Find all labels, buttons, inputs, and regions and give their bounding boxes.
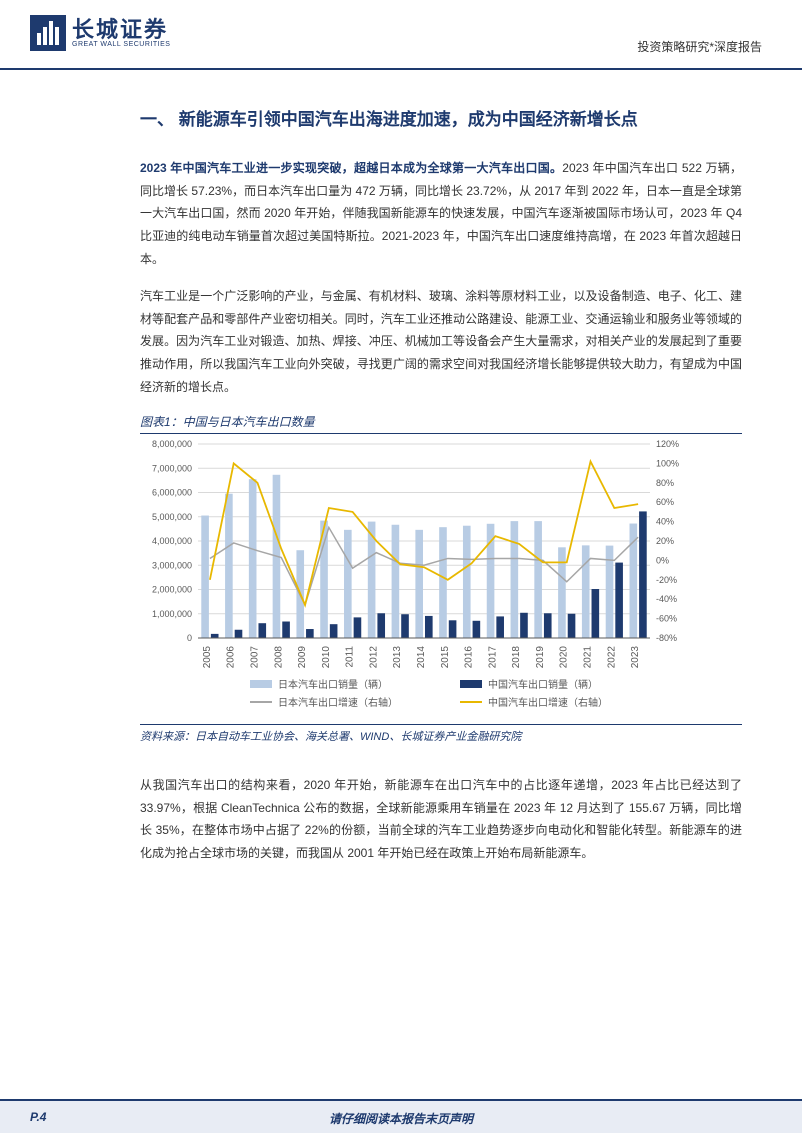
svg-text:2018: 2018 (511, 645, 522, 668)
page-header: 长城证券 GREAT WALL SECURITIES 投资策略研究*深度报告 (0, 0, 802, 70)
svg-text:2008: 2008 (273, 645, 284, 668)
svg-text:-20%: -20% (656, 575, 677, 585)
footer-disclaimer: 请仔细阅读本报告末页声明 (0, 1110, 802, 1127)
svg-text:3,000,000: 3,000,000 (152, 560, 192, 570)
svg-text:日本汽车出口增速（右轴）: 日本汽车出口增速（右轴） (278, 696, 398, 709)
svg-text:2023: 2023 (630, 645, 641, 668)
svg-text:1,000,000: 1,000,000 (152, 609, 192, 619)
svg-text:5,000,000: 5,000,000 (152, 512, 192, 522)
section-title: 一、 新能源车引领中国汽车出海进度加速，成为中国经济新增长点 (140, 100, 742, 141)
logo-text-cn: 长城证券 (72, 19, 170, 41)
svg-text:20%: 20% (656, 536, 674, 546)
svg-text:0: 0 (187, 633, 192, 643)
svg-text:2017: 2017 (487, 645, 498, 668)
svg-text:-60%: -60% (656, 613, 677, 623)
svg-text:-80%: -80% (656, 633, 677, 643)
svg-text:6,000,000: 6,000,000 (152, 487, 192, 497)
svg-text:4,000,000: 4,000,000 (152, 536, 192, 546)
svg-text:-40%: -40% (656, 594, 677, 604)
paragraph-3: 从我国汽车出口的结构来看，2020 年开始，新能源车在出口汽车中的占比逐年递增，… (140, 774, 742, 865)
svg-text:2021: 2021 (583, 645, 594, 668)
svg-text:0%: 0% (656, 555, 669, 565)
svg-text:2010: 2010 (321, 645, 332, 668)
svg-text:2012: 2012 (368, 645, 379, 668)
svg-text:2013: 2013 (392, 645, 403, 668)
svg-text:2006: 2006 (226, 645, 237, 668)
svg-text:40%: 40% (656, 516, 674, 526)
para1-body: 2023 年中国汽车出口 522 万辆，同比增长 57.23%，而日本汽车出口量… (140, 161, 742, 266)
paragraph-1: 2023 年中国汽车工业进一步实现突破，超越日本成为全球第一大汽车出口国。202… (140, 157, 742, 271)
svg-text:2016: 2016 (464, 645, 475, 668)
svg-text:2011: 2011 (345, 645, 356, 667)
page-footer: P.4 请仔细阅读本报告末页声明 (0, 1099, 802, 1133)
svg-text:2015: 2015 (440, 645, 451, 668)
svg-text:120%: 120% (656, 439, 679, 449)
chart-title: 图表1：中国与日本汽车出口数量 (140, 413, 742, 434)
export-chart: 0 1,000,000 2,000,000 3,000,000 4,000,000 5,0… (140, 438, 700, 718)
svg-text:中国汽车出口增速（右轴）: 中国汽车出口增速（右轴） (488, 696, 608, 709)
svg-text:8,000,000: 8,000,000 (152, 439, 192, 449)
svg-text:日本汽车出口销量（辆）: 日本汽车出口销量（辆） (278, 678, 388, 691)
svg-text:2022: 2022 (606, 645, 617, 668)
logo: 长城证券 GREAT WALL SECURITIES (30, 15, 170, 51)
svg-text:2007: 2007 (249, 645, 260, 668)
svg-text:2009: 2009 (297, 645, 308, 668)
chart-container: 0 1,000,000 2,000,000 3,000,000 4,000,000 5,0… (140, 438, 700, 718)
svg-text:2020: 2020 (559, 645, 570, 668)
logo-text-en: GREAT WALL SECURITIES (72, 41, 170, 48)
paragraph-2: 汽车工业是一个广泛影响的产业，与金属、有机材料、玻璃、涂料等原材料工业，以及设备… (140, 285, 742, 399)
svg-text:2005: 2005 (202, 645, 213, 668)
para1-lead: 2023 年中国汽车工业进一步实现突破，超越日本成为全球第一大汽车出口国。 (140, 161, 562, 175)
svg-text:100%: 100% (656, 458, 679, 468)
svg-text:7,000,000: 7,000,000 (152, 463, 192, 473)
svg-text:2014: 2014 (416, 645, 427, 668)
breadcrumb: 投资策略研究*深度报告 (637, 38, 762, 55)
svg-text:2019: 2019 (535, 645, 546, 668)
logo-icon (30, 15, 66, 51)
chart-source: 资料来源：日本自动车工业协会、海关总署、WIND、长城证券产业金融研究院 (140, 724, 742, 744)
svg-text:2,000,000: 2,000,000 (152, 584, 192, 594)
svg-text:中国汽车出口销量（辆）: 中国汽车出口销量（辆） (488, 678, 598, 691)
svg-text:60%: 60% (656, 497, 674, 507)
svg-text:80%: 80% (656, 478, 674, 488)
